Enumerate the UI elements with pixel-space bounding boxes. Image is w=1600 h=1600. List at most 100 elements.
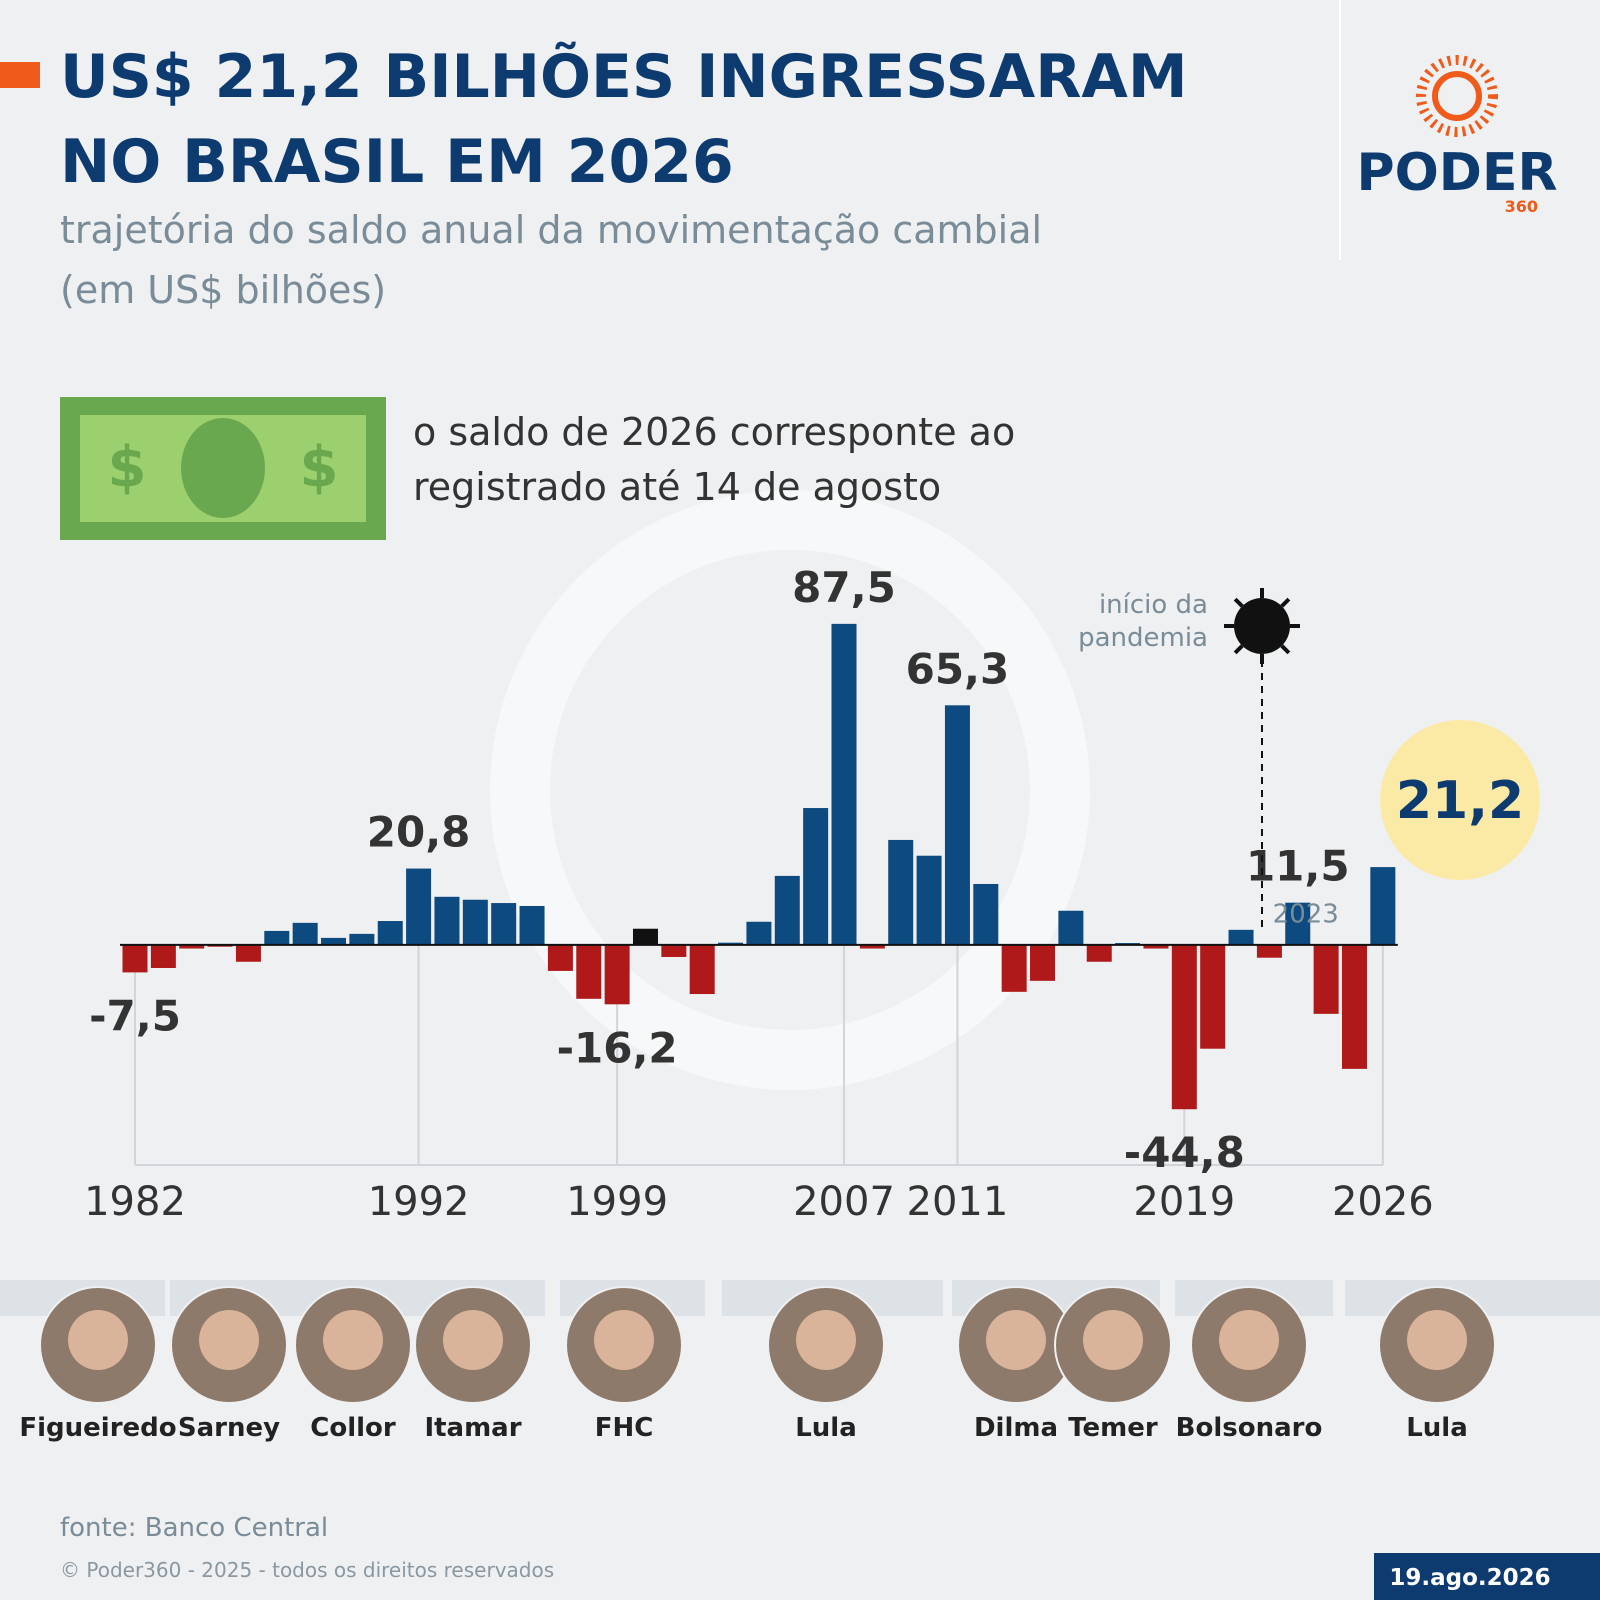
virus-spike [1280,597,1291,608]
bar [973,883,999,945]
bar [576,944,602,999]
bar [406,868,432,945]
bar [604,944,630,1005]
x-tick-label: 2007 [793,1179,895,1225]
money-icon: $ $ [60,397,386,540]
bar [1086,944,1112,962]
portrait-face [1219,1310,1279,1370]
title-marker [0,62,40,88]
copyright: © Poder360 - 2025 - todos os direitos re… [60,1558,554,1582]
bar [831,623,857,945]
bar [462,899,488,945]
watermark [490,490,1090,1090]
bar [746,921,772,945]
president-name: Lula [795,1413,857,1443]
value-label: 21,2 [1396,771,1524,831]
date: 19.ago.2026 [1389,1565,1550,1591]
president-name: Dilma [974,1413,1058,1443]
bar [1171,944,1197,1110]
note: o saldo de 2026 corresponte ao [413,410,1015,454]
subtitle: trajetória do saldo anual da movimentaçã… [60,208,1042,252]
title: US$ 21,2 BILHÕES INGRESSARAM [60,41,1188,112]
bar [1370,867,1396,945]
x-tick-label: 2011 [907,1179,1009,1225]
svg-text:$: $ [108,435,147,500]
portrait-face [594,1310,654,1370]
bar [803,808,829,945]
bar [264,930,290,945]
portrait-face [796,1310,856,1370]
svg-text:$: $ [300,435,339,500]
president-name: Bolsonaro [1176,1413,1323,1443]
president-name: Collor [310,1413,396,1443]
logo-sub: 360 [1505,197,1538,216]
bar [1341,944,1367,1069]
bar [491,903,517,945]
portrait-face [1407,1310,1467,1370]
value-label: 11,5 [1246,842,1350,891]
bar [1001,944,1027,992]
bar [632,928,658,945]
bar [661,944,687,957]
portrait-face [68,1310,128,1370]
president-name: Temer [1068,1413,1158,1443]
bar [519,905,545,945]
bar [859,944,885,949]
bar [235,944,261,962]
x-tick-label: 1999 [566,1179,668,1225]
x-tick-label: 1992 [368,1179,470,1225]
bar [1143,944,1169,949]
bar [1256,944,1282,958]
title: NO BRASIL EM 2026 [60,127,734,197]
president-name: Lula [1406,1413,1468,1443]
x-tick-label: 2019 [1133,1179,1235,1225]
bar [547,944,573,971]
virus-spike [1233,597,1244,608]
bar [349,933,375,945]
bar [434,896,460,945]
source: fonte: Banco Central [60,1513,328,1543]
highlight-circle [1380,720,1540,880]
value-label: 20,8 [367,808,471,857]
portrait-face [199,1310,259,1370]
bar [888,839,914,945]
year-note: 2023 [1273,900,1339,930]
annotation: pandemia [1078,623,1208,653]
bar [1313,944,1339,1014]
value-label: -7,5 [89,991,181,1040]
president-name: Itamar [424,1413,521,1443]
annotation: início da [1099,590,1208,620]
bar [292,922,318,945]
value-label: 87,5 [792,563,896,612]
logo-sun [1416,55,1498,137]
bar [1285,902,1311,945]
value-label: -44,8 [1124,1128,1245,1177]
portrait-face [323,1310,383,1370]
bar [916,855,942,945]
bar [179,944,205,949]
bar [1030,944,1056,981]
value-label: -16,2 [557,1023,678,1072]
portrait-face [1083,1310,1143,1370]
virus-spike [1233,644,1244,655]
note: registrado até 14 de agosto [413,465,941,509]
bar [1058,910,1084,945]
bar [1228,929,1254,945]
value-label: 65,3 [906,644,1010,693]
bar [377,921,403,945]
bar [122,944,148,973]
virus-spike [1280,644,1291,655]
president-name: FHC [595,1413,654,1443]
bar [718,942,744,945]
president-name: Sarney [178,1413,280,1443]
president-name: Figueiredo [19,1413,176,1443]
portrait-face [986,1310,1046,1370]
bar [944,705,970,945]
x-tick-label: 2026 [1332,1179,1434,1225]
chart: 1982 1992 1999 2007 2011 2019 2026 -7,5 20,8 -16,… [0,563,1600,1443]
logo: PODER [1356,143,1557,203]
virus-icon [1234,598,1290,654]
bar [774,875,800,945]
subtitle: (em US$ bilhões) [60,268,386,312]
